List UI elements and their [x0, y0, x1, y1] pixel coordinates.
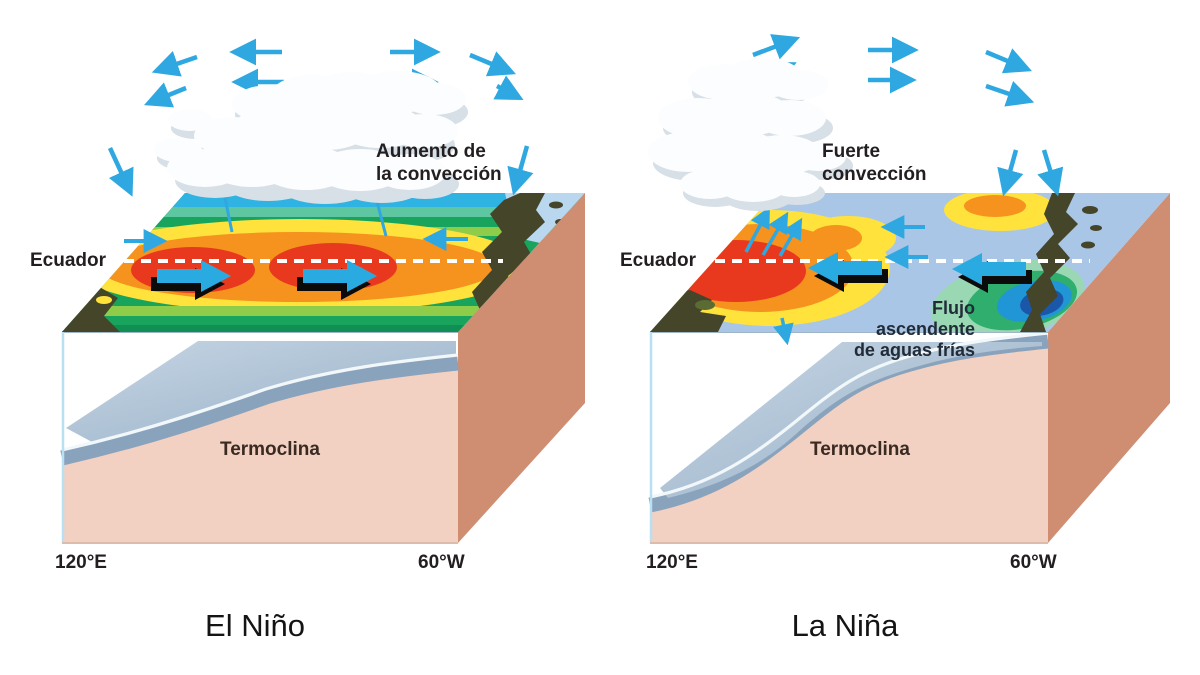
ocean-cross-section-el-nino	[60, 331, 459, 544]
land-east-el-nino	[470, 193, 545, 332]
upper-ocean-layer-la-nina	[660, 342, 1042, 498]
ocean-block-side-right-panel	[1048, 193, 1170, 543]
convection-clouds-la-nina	[648, 58, 853, 211]
longitude-east-label-el-nino: 60°W	[418, 552, 465, 573]
surface-wind-arrows-el-nino	[124, 227, 468, 253]
panel-title-el-nino: El Niño	[205, 608, 305, 643]
longitude-east-label-la-nina: 60°W	[1010, 552, 1057, 573]
rising-air-arrows-la-nina	[744, 206, 803, 346]
ocean-block-side-left-panel	[458, 193, 585, 543]
thermocline-label-el-nino: Termoclina	[220, 439, 320, 460]
thermocline-band-el-nino	[60, 355, 459, 466]
convection-label-el-nino: Aumento de la convección	[376, 141, 502, 185]
land-east-la-nina	[1020, 193, 1078, 332]
equator-label-la-nina: Ecuador	[620, 250, 697, 271]
longitude-west-label-la-nina: 120°E	[646, 552, 698, 573]
ocean-cross-section-la-nina	[648, 331, 1049, 544]
convection-label-la-nina: Fuerte convección	[822, 141, 927, 185]
upwelling-label-la-nina: Flujo ascendente de aguas frías	[853, 298, 975, 360]
surface-wind-arrows-la-nina	[880, 215, 928, 269]
walker-circulation-arrows-el-nino	[107, 38, 534, 197]
panel-title-la-nina: La Niña	[791, 608, 899, 643]
convection-clouds-el-nino	[154, 71, 468, 204]
equator-label-el-nino: Ecuador	[30, 250, 107, 271]
thermocline-label-la-nina: Termoclina	[810, 439, 910, 460]
longitude-west-label-el-nino: 120°E	[55, 552, 107, 573]
